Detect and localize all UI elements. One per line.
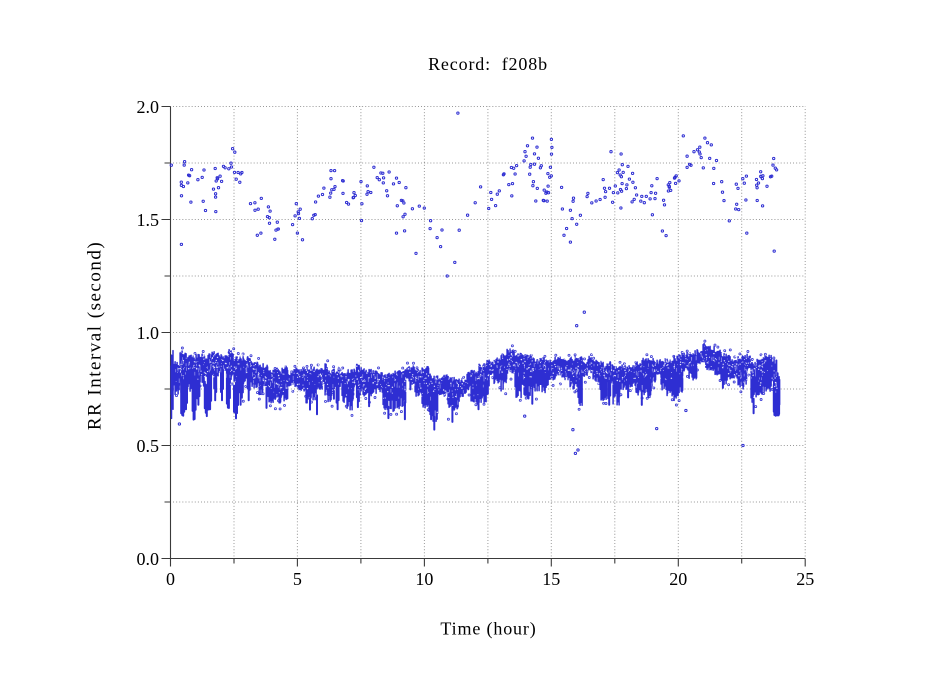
svg-text:0.0: 0.0	[137, 549, 160, 569]
svg-text:1.0: 1.0	[137, 323, 160, 343]
svg-text:10: 10	[415, 569, 433, 589]
svg-text:5: 5	[293, 569, 302, 589]
svg-text:RR Interval (second): RR Interval (second)	[85, 241, 106, 430]
svg-text:0.5: 0.5	[137, 436, 160, 456]
svg-text:20: 20	[669, 569, 687, 589]
svg-text:1.5: 1.5	[137, 210, 160, 230]
svg-text:Record: f208b: Record: f208b	[428, 54, 548, 74]
svg-text:25: 25	[796, 569, 814, 589]
svg-text:Time (hour): Time (hour)	[440, 618, 536, 639]
svg-text:15: 15	[542, 569, 560, 589]
svg-text:2.0: 2.0	[137, 97, 160, 117]
svg-text:0: 0	[166, 569, 175, 589]
